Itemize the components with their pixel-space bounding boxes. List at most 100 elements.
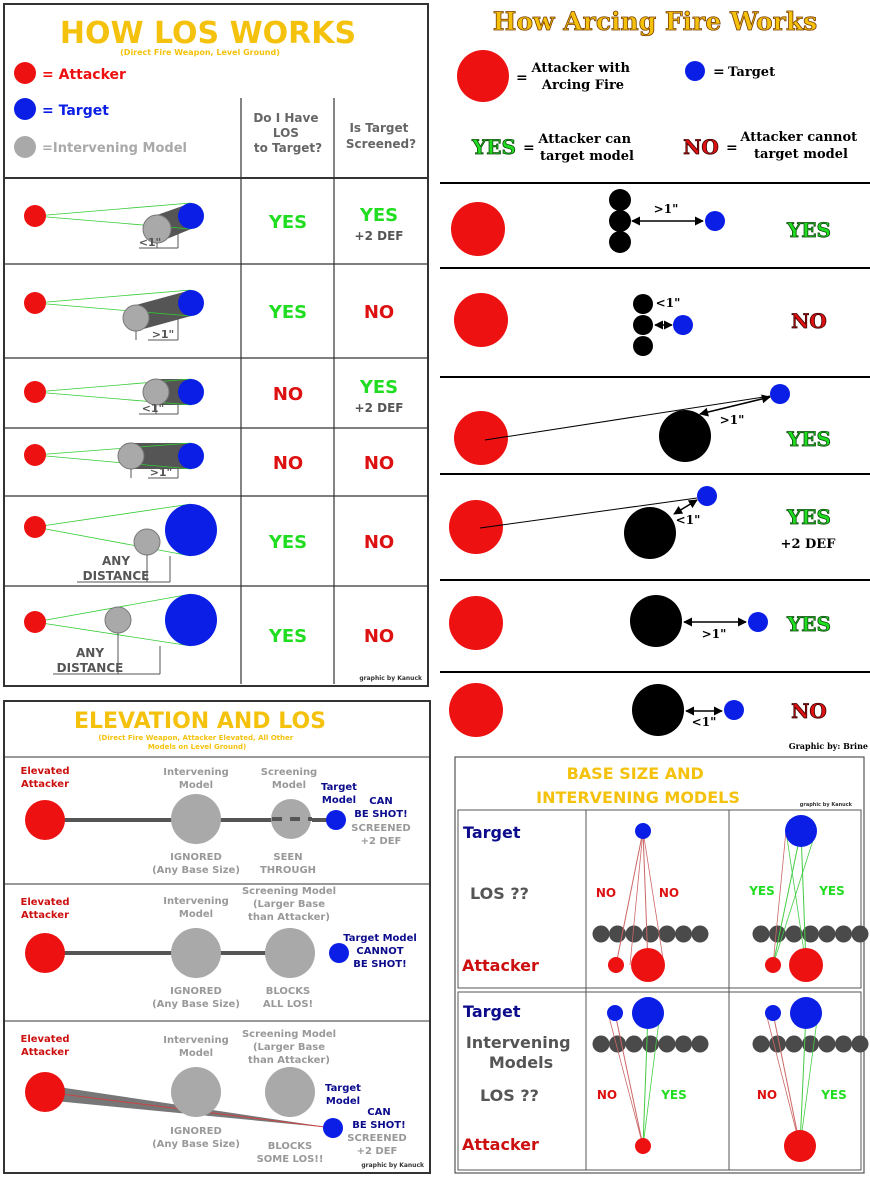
intervening-model (769, 1035, 786, 1053)
intervening-model (802, 925, 819, 943)
distance-label: DISTANCE (57, 661, 124, 675)
attacker (24, 292, 46, 314)
target (770, 384, 790, 404)
arc-legend-eq-yes: = (523, 140, 535, 156)
base-credit: graphic by Kanuck (800, 802, 853, 808)
distance-label: DISTANCE (83, 569, 150, 583)
legend-attacker-label: = Attacker (42, 67, 126, 83)
intervening-model (835, 1035, 852, 1053)
base-attacker (635, 1138, 651, 1154)
screened-answer: YES (359, 377, 398, 398)
arc-legend-eq-attacker: = (516, 70, 528, 86)
can-be-shot: CAN BE SHOT! (352, 1107, 405, 1131)
intervening-model (104, 606, 132, 634)
arc-row: >1" YES (440, 182, 870, 256)
blocks-some-los-label: BLOCKS SOME LOS!! (257, 1141, 324, 1165)
screened-answer: NO (364, 453, 394, 474)
los-row: <1" NO YES +2 DEF (4, 357, 428, 415)
def-bonus: +2 DEF (781, 537, 837, 552)
screening-label: Screening Model (261, 767, 317, 791)
intervening-model (818, 1035, 836, 1053)
distance-label: <1" (692, 715, 717, 729)
legend-intervening-marker (14, 136, 36, 158)
intervening-model (633, 315, 653, 335)
arc-legend-attacker-label: Attacker with Arcing Fire (531, 61, 635, 93)
screened-answer: YES (359, 205, 398, 226)
base-result-left: NO (757, 1088, 777, 1102)
target (748, 612, 768, 632)
distance-label: ANY (102, 554, 130, 568)
intervening-model (691, 925, 709, 943)
intervening-model (642, 925, 659, 943)
los-row: <1" YES YES +2 DEF (24, 202, 403, 249)
can-be-shot: CAN BE SHOT! (354, 796, 407, 820)
elev-title: ELEVATION AND LOS (74, 709, 326, 734)
intervening-model (633, 336, 653, 356)
ignored-label: IGNORED (Any Base Size) (152, 852, 240, 876)
sight-line (34, 526, 192, 557)
screening-label: Screening Model (Larger Base than Attacker… (242, 1029, 336, 1066)
base-large-attacker (789, 948, 823, 982)
elev-row-2: Elevated Attacker Intervening Model Screen… (20, 886, 416, 1010)
sight-line (34, 302, 192, 317)
intervening-model (609, 189, 631, 211)
base-bottom-panel-2: NO YES (752, 997, 869, 1162)
elevated-attacker (25, 800, 65, 840)
legend-target-marker (14, 98, 36, 120)
intervening-model (851, 925, 869, 943)
intervening-model (624, 507, 676, 559)
distance-label: >1" (720, 413, 745, 427)
target (178, 379, 204, 405)
distance-arrow (699, 394, 771, 417)
los-answer: YES (268, 212, 307, 233)
screening-model (265, 1067, 315, 1117)
seen-through-label: SEEN THROUGH (260, 852, 316, 876)
intervening-model (785, 1035, 803, 1053)
sight-line (34, 503, 192, 528)
arcing-attacker (449, 596, 503, 650)
base-los-label: LOS ?? (470, 884, 529, 903)
arc-legend-yes-text: Attacker can target model (537, 132, 635, 164)
intervening-model (592, 1035, 610, 1053)
elevated-attacker-label: Elevated Attacker (20, 897, 69, 921)
arc-legend-no-text: Attacker cannot target model (739, 130, 861, 162)
arc-credit: Graphic by: Brine (789, 741, 868, 751)
base-target-label: Target (463, 1002, 521, 1021)
def-bonus: +2 DEF (355, 401, 404, 415)
legend-target-label: = Target (42, 103, 109, 119)
screened-answer: NO (364, 532, 394, 553)
intervening-model (658, 925, 676, 943)
intervening-model (117, 442, 145, 470)
elevated-attacker (25, 1072, 65, 1112)
arc-row: <1" YES +2 DEF (440, 473, 870, 559)
elevated-attacker-label: Elevated Attacker (20, 1034, 69, 1058)
elevated-attacker-label: Elevated Attacker (20, 766, 69, 790)
arc-legend-eq-target: = (713, 64, 725, 80)
base-result-left: YES (748, 884, 775, 898)
target (673, 315, 693, 335)
intervening-model (769, 925, 786, 943)
screened-answer: NO (364, 302, 394, 323)
base-result-right: NO (659, 886, 679, 900)
arcing-attacker (454, 293, 508, 347)
intervening-model (171, 1067, 221, 1117)
intervening-model (632, 684, 684, 736)
base-result-left: NO (596, 886, 616, 900)
attacker (24, 444, 46, 466)
los-subtitle: (Direct Fire Weapon, Level Ground) (120, 48, 280, 57)
intervening-label: Intervening Model (163, 1035, 228, 1059)
base-large-target (790, 997, 822, 1029)
target (165, 504, 217, 556)
distance-label: <1" (139, 236, 162, 249)
base-attacker (784, 1130, 816, 1162)
ignored-label: IGNORED (Any Base Size) (152, 986, 240, 1010)
sight-line (34, 442, 192, 456)
base-small-attacker (765, 957, 781, 973)
los-answer: YES (268, 302, 307, 323)
los-answer: YES (268, 532, 307, 553)
base-attacker-label: Attacker (462, 1135, 539, 1154)
distance-label: <1" (656, 296, 681, 310)
base-bottom-panel-1: NO YES (592, 997, 709, 1154)
elev-panel: ELEVATION AND LOS (Direct Fire Weapon, A… (3, 700, 431, 1174)
